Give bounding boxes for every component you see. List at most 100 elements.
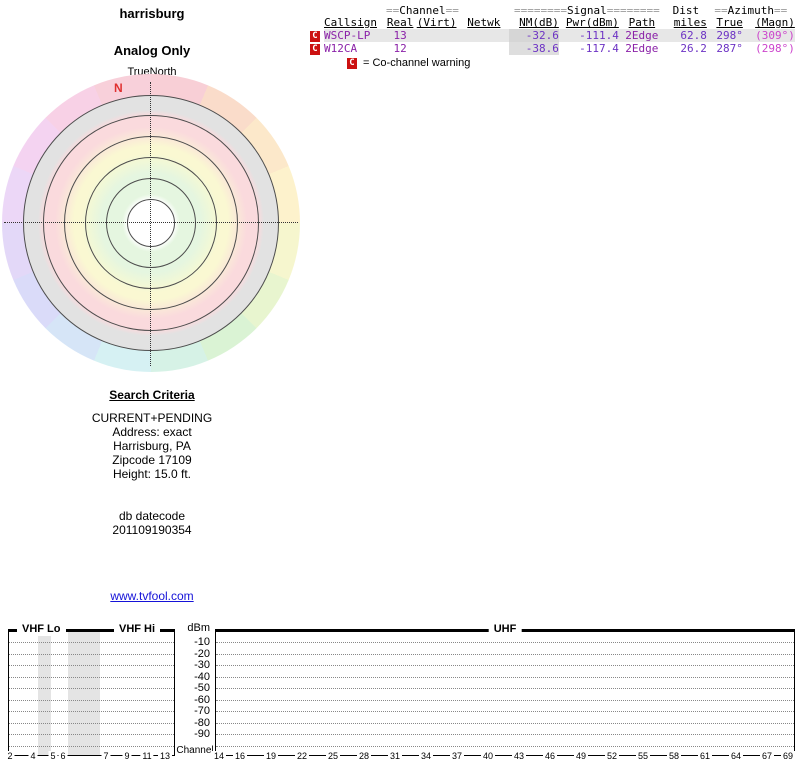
col-nm: NM(dB) bbox=[519, 16, 559, 29]
dbm-gridline bbox=[9, 665, 174, 666]
cell-netwk bbox=[458, 42, 509, 55]
dbm-gridline bbox=[9, 722, 174, 724]
search-criteria-heading: Search Criteria bbox=[109, 388, 195, 402]
cell-path: 2Edge bbox=[618, 42, 665, 55]
db-datecode-value: 201109190354 bbox=[112, 523, 192, 537]
channel-tick-label: 9 bbox=[122, 751, 132, 762]
dbm-gridline bbox=[216, 711, 794, 712]
channel-tick-label: 61 bbox=[697, 751, 713, 762]
dbm-gridline bbox=[9, 642, 174, 643]
crosshair-horizontal bbox=[4, 222, 298, 223]
tvfool-link[interactable]: www.tvfool.com bbox=[110, 589, 194, 603]
uhf-band-label: UHF bbox=[488, 623, 522, 636]
dbm-gridline bbox=[216, 642, 794, 643]
dbm-gridline bbox=[216, 688, 794, 689]
channel-tick-label: 2 bbox=[5, 751, 15, 762]
search-criteria-line: Zipcode 17109 bbox=[112, 453, 192, 467]
dbm-tick-label: -30 bbox=[194, 659, 210, 671]
dbm-gridline bbox=[9, 699, 174, 701]
ring-outline bbox=[106, 178, 196, 268]
dbm-tick-label: -10 bbox=[194, 636, 210, 648]
dbm-gridline bbox=[9, 653, 174, 655]
dbm-gridline bbox=[216, 734, 794, 735]
channel-tick-label: 55 bbox=[635, 751, 651, 762]
group-azimuth: ==Azimuth== bbox=[714, 4, 788, 17]
cell-nm: -32.6 bbox=[508, 29, 559, 42]
col-magn: (Magn) bbox=[755, 16, 795, 29]
dbm-gridline bbox=[9, 688, 174, 689]
channel-tick-label: 19 bbox=[263, 751, 279, 762]
website-link-row: www.tvfool.com bbox=[32, 589, 272, 603]
dbm-tick-label: -20 bbox=[194, 647, 210, 660]
channel-tick-label: 6 bbox=[58, 751, 68, 762]
col-real: Real bbox=[386, 16, 414, 29]
channel-tick-label: 43 bbox=[511, 751, 527, 762]
channel-tick-label: 14 bbox=[211, 751, 227, 762]
crosshair-vertical bbox=[150, 82, 151, 366]
station-row: C WSCP-LP 13 -32.6 -111.4 2Edge 62.8 298… bbox=[310, 29, 795, 42]
vhf-lo-band-label: VHF Lo bbox=[17, 623, 66, 636]
page-subtitle: Analog Only bbox=[113, 43, 191, 58]
channel-tick-label: 46 bbox=[542, 751, 558, 762]
channel-tick-label: 25 bbox=[325, 751, 341, 762]
channel-tick-label: 69 bbox=[780, 751, 796, 762]
cell-magnetic-azimuth: (309°) bbox=[742, 29, 795, 42]
cell-real: 12 bbox=[386, 42, 415, 55]
dbm-axis-title: dBm bbox=[187, 622, 210, 634]
table-header-row: Callsign Real (Virt) Netwk NM(dB) Pwr(dB… bbox=[310, 17, 795, 29]
dbm-tick-label: -50 bbox=[194, 682, 210, 694]
channel-tick-label: 7 bbox=[101, 751, 111, 762]
ring-outline bbox=[43, 115, 259, 331]
co-channel-warning-badge: C bbox=[310, 31, 320, 42]
dbm-gridline bbox=[9, 711, 174, 712]
ring-outline bbox=[64, 136, 238, 310]
vhf-hi-band-label: VHF Hi bbox=[114, 623, 161, 636]
group-dist: Dist bbox=[672, 4, 700, 17]
search-criteria-line: Harrisburg, PA bbox=[113, 439, 191, 453]
dbm-tick-label: -40 bbox=[194, 670, 210, 683]
search-criteria-line: Height: 15.0 ft. bbox=[112, 467, 192, 481]
co-channel-legend: C = Co-channel warning bbox=[347, 57, 470, 69]
cell-miles: 62.8 bbox=[664, 29, 707, 42]
co-channel-legend-text: = Co-channel warning bbox=[363, 57, 471, 69]
channel-tick-label: 16 bbox=[232, 751, 248, 762]
col-netwk: Netwk bbox=[467, 16, 501, 29]
search-criteria-block: Search Criteria CURRENT+PENDING Address:… bbox=[32, 388, 272, 537]
channel-tick-label: 67 bbox=[759, 751, 775, 762]
dbm-gridline bbox=[9, 734, 174, 735]
col-miles: miles bbox=[673, 16, 707, 29]
co-channel-legend-badge: C bbox=[347, 57, 357, 69]
plot-center-circle bbox=[127, 199, 175, 247]
channel-axis-title: Channel bbox=[176, 745, 214, 756]
cell-true-azimuth: 298° bbox=[706, 29, 743, 42]
station-row: C W12CA 12 -38.6 -117.4 2Edge 26.2 287° … bbox=[310, 42, 795, 55]
channel-tick-label: 49 bbox=[573, 751, 589, 762]
channel-tick-label: 22 bbox=[294, 751, 310, 762]
table-group-header-row: ==Channel== ========Signal======== Dist … bbox=[310, 5, 795, 17]
ring-outline bbox=[85, 157, 217, 289]
channel-tick-label: 40 bbox=[480, 751, 496, 762]
coverage-polar-plot: N bbox=[2, 74, 300, 372]
channel-tick-label: 13 bbox=[157, 751, 173, 762]
dbm-axis-ticks: -10 -20 -30 -40 -50 -60 -70 -80 -90 bbox=[176, 629, 210, 756]
group-channel: ==Channel== bbox=[386, 4, 459, 17]
cell-miles: 26.2 bbox=[664, 42, 707, 55]
cell-nm: -38.6 bbox=[508, 42, 559, 55]
db-datecode-label: db datecode bbox=[118, 509, 186, 523]
dbm-tick-label: -90 bbox=[194, 728, 210, 740]
channel-tick-label: 5 bbox=[48, 751, 58, 762]
station-table: ==Channel== ========Signal======== Dist … bbox=[310, 5, 795, 55]
dbm-gridline bbox=[216, 653, 794, 655]
dbm-gridline bbox=[216, 665, 794, 666]
dbm-gridline bbox=[9, 676, 174, 678]
group-signal: ========Signal======== bbox=[514, 4, 660, 17]
channel-tick-label: 31 bbox=[387, 751, 403, 762]
co-channel-warning-badge: C bbox=[310, 44, 320, 55]
col-callsign: Callsign bbox=[324, 16, 377, 29]
dbm-tick-label: -60 bbox=[194, 693, 210, 706]
channel-tick-label: 64 bbox=[728, 751, 744, 762]
dbm-tick-label: -70 bbox=[194, 705, 210, 717]
cell-virt bbox=[414, 29, 459, 42]
col-path: Path bbox=[628, 16, 656, 29]
dbm-gridline bbox=[216, 699, 794, 701]
